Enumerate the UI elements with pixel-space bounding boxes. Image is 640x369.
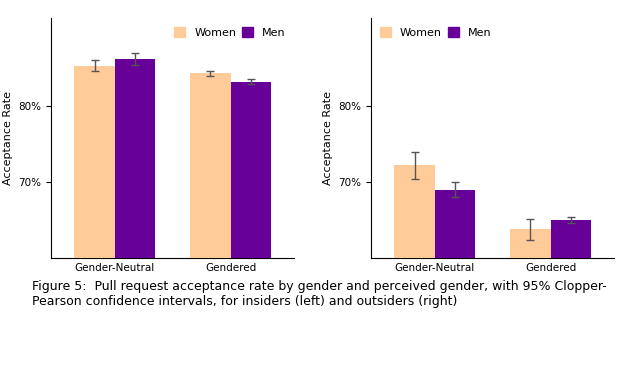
Bar xyxy=(550,220,591,369)
Bar xyxy=(230,82,271,369)
Y-axis label: Acceptance Rate: Acceptance Rate xyxy=(3,92,13,185)
Bar xyxy=(115,59,156,369)
Bar xyxy=(394,165,435,369)
Legend: Women, Men: Women, Men xyxy=(171,24,289,41)
Bar xyxy=(74,66,115,369)
Text: Figure 5:  Pull request acceptance rate by gender and perceived gender, with 95%: Figure 5: Pull request acceptance rate b… xyxy=(32,280,607,308)
Legend: Women, Men: Women, Men xyxy=(377,24,495,41)
Bar xyxy=(510,230,550,369)
Bar xyxy=(190,73,230,369)
Y-axis label: Acceptance Rate: Acceptance Rate xyxy=(323,92,333,185)
Bar xyxy=(435,190,476,369)
